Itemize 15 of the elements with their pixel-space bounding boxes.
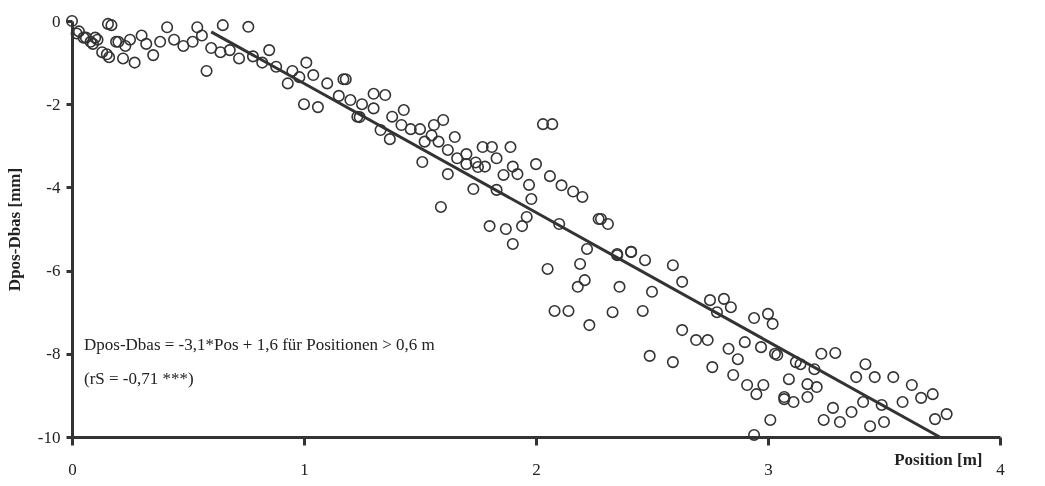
y-tick-label: -10: [37, 427, 61, 447]
x-tick-label: 3: [764, 459, 773, 479]
annotation: (rS = -0,71 ***): [84, 369, 194, 388]
x-tick-label: 1: [300, 459, 309, 479]
y-tick-label: -6: [46, 261, 61, 281]
x-tick-label: 4: [996, 459, 1006, 479]
annotation: Dpos-Dbas = -3,1*Pos + 1,6 für Positionen > 0,6 m: [84, 335, 435, 354]
y-tick-label: 0: [52, 11, 61, 31]
y-tick-label: -2: [46, 94, 61, 114]
y-tick-label: -4: [46, 177, 61, 197]
x-tick-label: 0: [68, 459, 77, 479]
y-tick-label: -8: [46, 344, 61, 364]
y-axis-title: Dpos-Dbas [mm]: [4, 167, 24, 292]
x-tick-label: 2: [532, 459, 541, 479]
x-axis-title: Position [m]: [894, 449, 983, 469]
